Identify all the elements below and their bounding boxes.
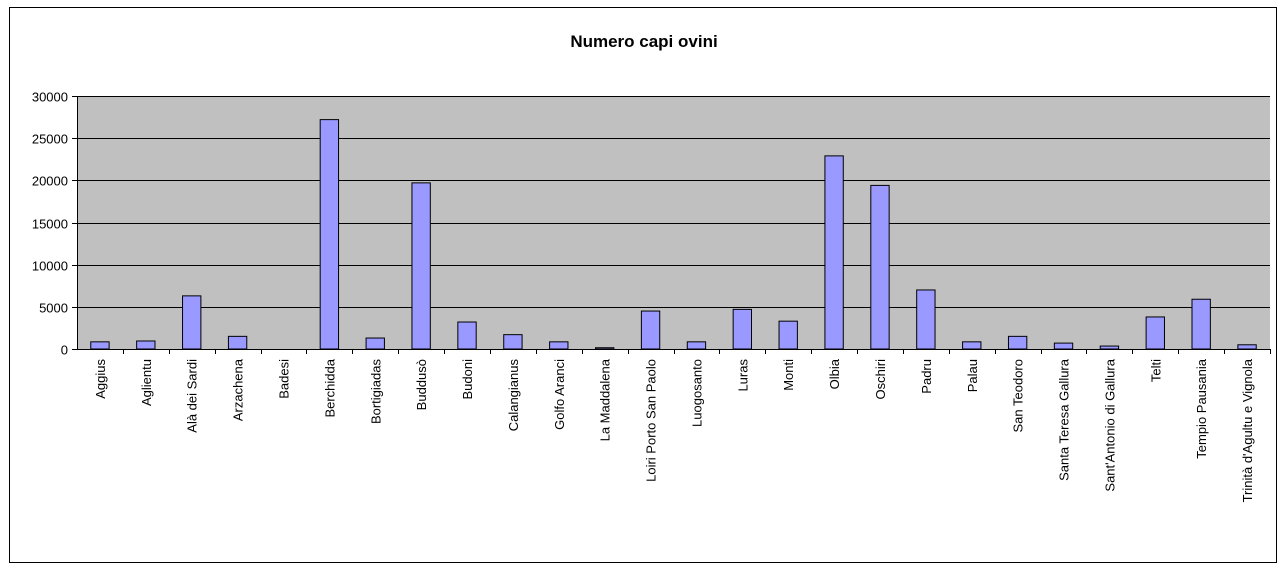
bar — [1099, 345, 1120, 350]
bar — [916, 289, 936, 350]
x-tick-label: La Maddalena — [598, 358, 613, 441]
x-tick-label: Berchidda — [322, 358, 337, 417]
y-tick-label: 10000 — [32, 259, 68, 274]
bar — [503, 334, 523, 350]
x-tick-label: Tempio Pausania — [1194, 358, 1209, 458]
bar — [594, 347, 615, 350]
x-tick-label: Luras — [735, 359, 750, 392]
x-tick-label: Luogosanto — [689, 359, 704, 427]
bar — [962, 341, 982, 350]
y-tick-label: 25000 — [32, 132, 68, 147]
x-tick-label: Sant'Antonio di Gallura — [1102, 358, 1117, 491]
x-tick-label: Buddusò — [414, 359, 429, 410]
bar — [365, 337, 385, 350]
x-tick-label: Loiri Porto San Paolo — [644, 359, 659, 482]
x-tick-label: Bortigiadas — [368, 359, 383, 425]
bar — [227, 335, 248, 350]
x-tick-label: Arzachena — [231, 358, 246, 421]
x-tick-label: Budoni — [460, 359, 475, 400]
x-tick-label: Golfo Aranci — [552, 359, 567, 430]
bar — [90, 341, 110, 350]
bar — [686, 341, 707, 350]
x-tick-label: San Teodoro — [1011, 359, 1026, 433]
y-tick-label: 5000 — [39, 301, 68, 316]
x-tick-label: Oschiri — [873, 359, 888, 400]
y-tick-label: 20000 — [32, 174, 68, 189]
x-tick-label: Alà dei Sardi — [185, 359, 200, 433]
y-tick-label: 15000 — [32, 217, 68, 232]
bar — [1145, 316, 1165, 350]
bar — [457, 321, 477, 350]
x-tick-label: Telti — [1148, 359, 1163, 382]
bar — [182, 295, 202, 350]
bar — [870, 184, 890, 350]
bar — [549, 341, 569, 350]
x-tick-label: Palau — [965, 359, 980, 392]
bar — [1007, 335, 1028, 350]
x-tick-label: Olbia — [827, 358, 842, 389]
bar — [640, 310, 661, 350]
bar — [411, 182, 431, 350]
bar — [824, 155, 844, 350]
bar — [1237, 344, 1257, 350]
bar — [136, 340, 156, 350]
x-tick-label: Calangianus — [506, 359, 521, 432]
bar — [778, 320, 798, 350]
x-tick-label: Padru — [919, 359, 934, 394]
x-tick-label: Badesi — [276, 359, 291, 399]
y-tick-label: 0 — [61, 343, 68, 358]
x-tick-label: Aglientu — [139, 359, 154, 406]
bar — [1191, 298, 1211, 350]
chart-title: Numero capi ovini — [570, 32, 718, 51]
bar — [319, 119, 340, 350]
x-tick-label: Aggius — [93, 359, 108, 399]
x-tick-label: Santa Teresa Gallura — [1057, 358, 1072, 481]
y-tick-label: 30000 — [32, 90, 68, 105]
plot-area — [77, 96, 1270, 349]
bar — [1053, 342, 1074, 350]
x-tick-label: Trinità d'Agultu e Vignola — [1240, 358, 1255, 502]
x-tick-label: Monti — [781, 359, 796, 391]
bar — [732, 308, 753, 350]
